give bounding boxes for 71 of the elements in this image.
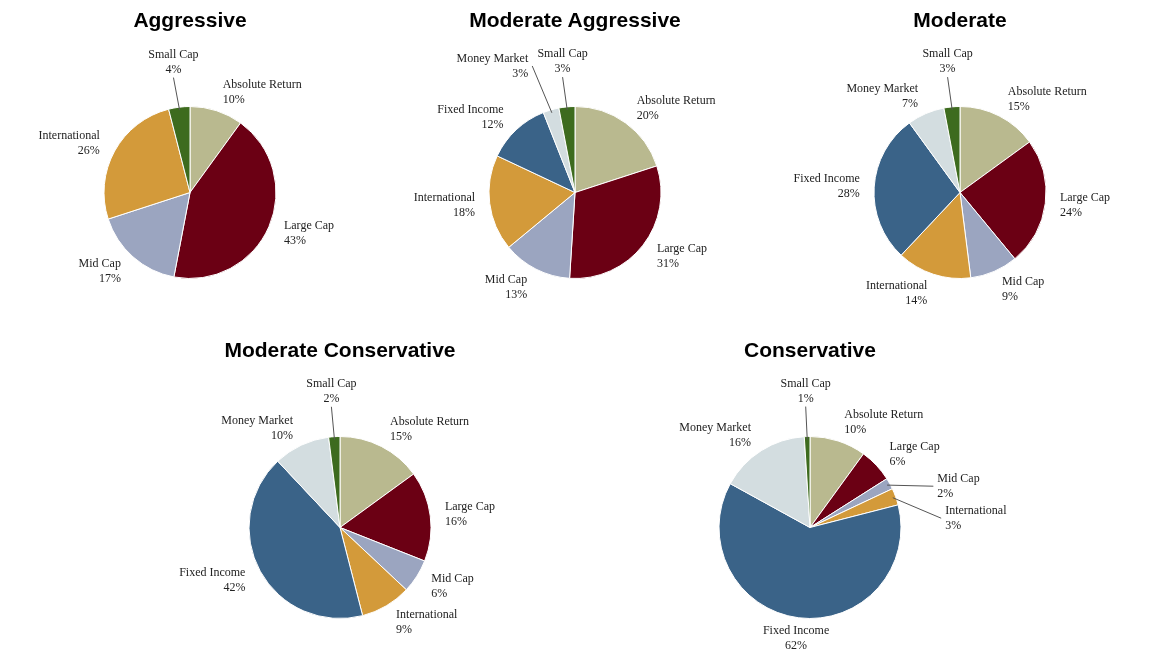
chart-title: Aggressive bbox=[132, 7, 248, 33]
data-label: 1% bbox=[797, 390, 814, 405]
slice-label: Absolute Return bbox=[844, 407, 924, 422]
data-label: 6% bbox=[889, 454, 906, 469]
slice-label: Small Cap bbox=[148, 46, 199, 61]
data-label: 16% bbox=[444, 514, 467, 529]
data-label: 2% bbox=[937, 486, 954, 501]
slice-label: Money Market bbox=[456, 51, 529, 66]
data-label: 4% bbox=[165, 61, 182, 76]
data-label: 10% bbox=[222, 92, 245, 107]
data-label: 17% bbox=[98, 271, 121, 286]
data-label: 3% bbox=[945, 518, 962, 533]
chart-title: Moderate Conservative bbox=[223, 337, 457, 363]
slice-label: International bbox=[38, 128, 101, 143]
data-label: 15% bbox=[1007, 98, 1030, 113]
data-label: 26% bbox=[77, 143, 100, 158]
data-label: 2% bbox=[323, 390, 340, 405]
data-label: 42% bbox=[223, 579, 246, 594]
chart-title: Conservative bbox=[743, 337, 877, 363]
data-label: 3% bbox=[554, 61, 571, 76]
slice-label: Large Cap bbox=[656, 241, 708, 256]
slice-label: Absolute Return bbox=[390, 414, 470, 429]
slice-label: Small Cap bbox=[306, 375, 357, 390]
slice-label: Mid Cap bbox=[484, 271, 528, 286]
slice-label: Large Cap bbox=[444, 499, 496, 514]
data-label: 14% bbox=[905, 293, 928, 308]
data-label: 3% bbox=[512, 66, 529, 81]
data-label: 12% bbox=[481, 116, 504, 131]
data-label: 28% bbox=[837, 186, 860, 201]
data-label: 24% bbox=[1059, 205, 1082, 220]
chart-title: Moderate bbox=[912, 7, 1008, 33]
data-label: 43% bbox=[283, 233, 306, 248]
slice-label: Fixed Income bbox=[179, 564, 246, 579]
data-label: 10% bbox=[844, 422, 867, 437]
data-label: 20% bbox=[636, 107, 659, 122]
slice-label: Fixed Income bbox=[793, 171, 860, 186]
slice-label: Fixed Income bbox=[437, 101, 504, 116]
slice-label: Mid Cap bbox=[78, 256, 121, 271]
slice-label: Fixed Income bbox=[762, 622, 830, 637]
slice-label: Small Cap bbox=[537, 46, 588, 61]
slice-label: Money Market bbox=[846, 80, 919, 95]
data-label: 9% bbox=[396, 622, 413, 637]
slice-label: Large Cap bbox=[889, 439, 940, 454]
slice-label: Absolute Return bbox=[1007, 83, 1087, 98]
data-label: 7% bbox=[902, 95, 919, 110]
slice-label: Small Cap bbox=[780, 375, 831, 390]
slice-label: Absolute Return bbox=[636, 92, 716, 107]
data-label: 3% bbox=[939, 61, 956, 76]
data-label: 13% bbox=[505, 286, 528, 301]
data-label: 18% bbox=[453, 205, 476, 220]
slice-label: International bbox=[413, 190, 476, 205]
data-label: 6% bbox=[431, 585, 448, 600]
slice-label: Small Cap bbox=[922, 46, 973, 61]
slice-label: Large Cap bbox=[283, 218, 335, 233]
slice-label: Mid Cap bbox=[937, 471, 980, 486]
data-label: 31% bbox=[656, 256, 679, 271]
slice-label: Mid Cap bbox=[431, 570, 474, 585]
data-label: 9% bbox=[1001, 289, 1018, 304]
slice-label: Large Cap bbox=[1059, 190, 1111, 205]
slice-label: International bbox=[396, 607, 459, 622]
slice-label: International bbox=[866, 278, 928, 293]
slice-label: Money Market bbox=[221, 412, 294, 427]
chart-title: Moderate Aggressive bbox=[468, 7, 682, 33]
data-label: 10% bbox=[270, 427, 293, 442]
slice-label: Absolute Return bbox=[222, 77, 302, 92]
slice-label: Mid Cap bbox=[1001, 274, 1045, 289]
data-label: 16% bbox=[729, 434, 752, 449]
data-label: 62% bbox=[785, 637, 808, 652]
slice-label: International bbox=[945, 503, 1008, 518]
slice-label: Money Market bbox=[679, 419, 752, 434]
data-label: 15% bbox=[390, 429, 413, 444]
